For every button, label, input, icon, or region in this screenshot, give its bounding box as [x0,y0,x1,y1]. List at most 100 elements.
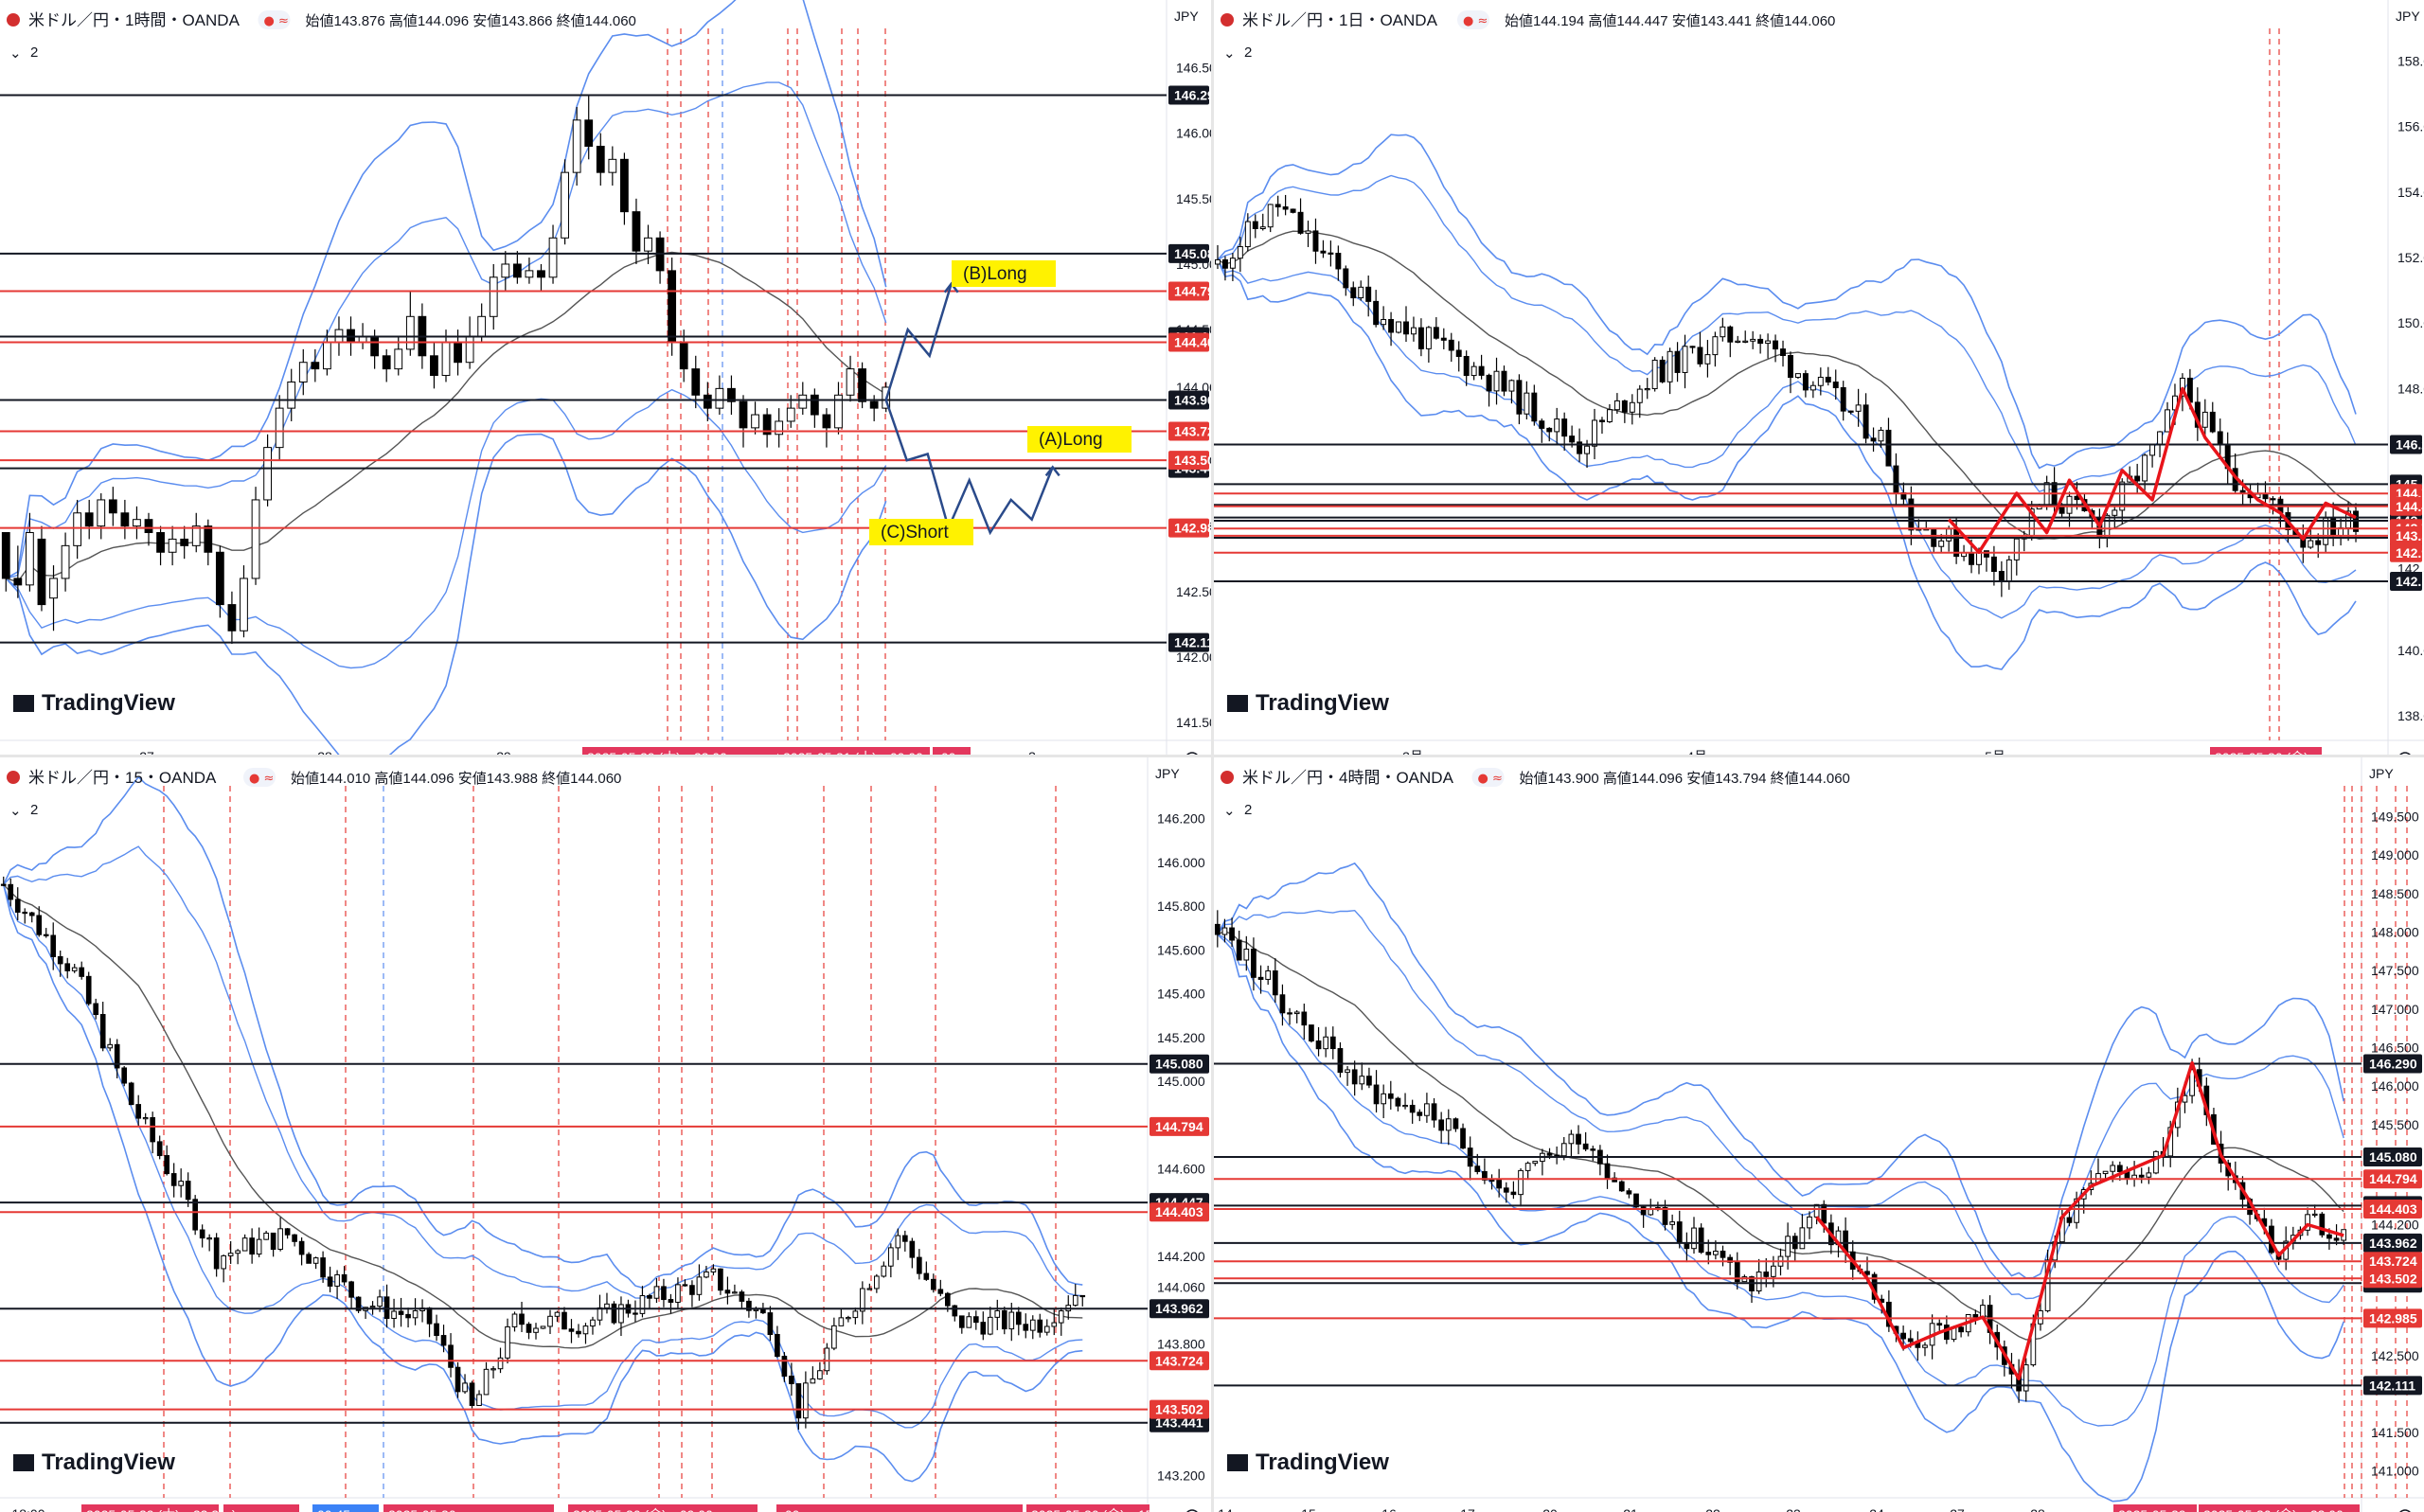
candle-body [1460,1128,1466,1149]
chart-panel-1d[interactable]: 158.000 156.000 154.000 152.000 150.000 148.0… [1214,0,2424,755]
indicator-toggle-bg[interactable] [1457,10,1489,29]
chevron-down-icon[interactable]: ⌄ [1223,802,1236,819]
chevron-down-icon[interactable]: ⌄ [1223,44,1236,62]
candle-body [1448,339,1454,351]
indicator-toggle-bg[interactable] [1471,768,1505,787]
candle-body [1001,1309,1007,1330]
indicator-toggle-bg[interactable] [258,10,291,29]
candle-body [2305,1214,2310,1231]
bollinger-lower-3sd [1217,259,2357,670]
price-axis-area[interactable] [1167,0,1211,755]
currency-label[interactable]: JPY [2369,766,2394,781]
candle-body [241,1237,248,1252]
settings-gear-icon[interactable] [2398,1509,2412,1512]
symbol-title[interactable]: 米ドル／円・4時間・OANDA [1242,769,1454,787]
chevron-down-icon[interactable]: ⌄ [9,802,22,819]
candle-body [1788,355,1793,379]
tradingview-logo-icon [1227,1454,1248,1471]
chart-1h-svg[interactable]: (B)Long (A)Long (C)Short 146.500 146.000 145.… [0,0,1211,755]
price-axis-tick-label: 147.500 [2371,963,2419,978]
scenario-label: (A)Long [1039,430,1103,450]
candle-body [1265,969,1272,980]
layer-count[interactable]: 2 [1244,802,1252,818]
candle-body [1470,365,1477,377]
candle-body [2182,1094,2188,1103]
candle-body [2270,498,2276,501]
symbol-title[interactable]: 米ドル／円・1時間・OANDA [28,11,241,29]
candle-body [561,171,569,239]
candle-body [323,342,331,370]
candle-body [1878,429,1884,442]
candle-body [235,1250,241,1254]
candle-body [505,1325,510,1359]
moving-average-basis [3,883,1083,1349]
candle-body [540,1325,546,1329]
chart-15m-svg[interactable]: 146.200 146.000 145.800 145.600 145.400 145.2… [0,757,1211,1512]
indicator-toggle-icon[interactable]: ● ≈ [249,772,274,786]
chart-panel-15m[interactable]: 146.200 146.000 145.800 145.600 145.400 145.2… [0,757,1211,1512]
currency-label[interactable]: JPY [1155,766,1180,781]
date-tag-bg [2113,1504,2197,1512]
price-tag-black-bg [2390,572,2422,592]
candle-body [73,512,82,546]
settings-gear-icon[interactable] [1185,1509,1199,1512]
ohlc-readout: 始値144.010 高値144.096 安値143.988 終値144.060 [291,771,621,787]
candle-body [704,1271,709,1278]
candle-body [277,1228,283,1251]
scenario-label: (C)Short [881,523,950,543]
candle-body [1345,1069,1350,1074]
candle-body [817,1370,823,1379]
layer-count[interactable]: 2 [30,44,38,61]
symbol-title[interactable]: 米ドル／円・15・OANDA [28,769,217,787]
chart-panel-4h[interactable]: 149.500 149.000 148.500 148.000 147.500 147.0… [1214,757,2424,1512]
candle-body [1621,400,1628,413]
time-axis-tick-label: 27 [1950,1506,1965,1512]
candle-body [227,604,237,631]
date-tag-bg [582,747,772,755]
price-axis-tick-label: 152.000 [2397,250,2424,265]
indicator-toggle-icon[interactable]: ● ≈ [264,14,289,28]
price-axis-tick-label: 150.000 [2397,315,2424,330]
bollinger-lower-2sd [1217,259,2357,619]
layer-count[interactable]: 2 [30,802,38,818]
candle-body [1532,1161,1539,1165]
candle-body [1387,1093,1394,1099]
indicator-toggle-bg[interactable] [243,768,276,787]
candle-body [760,1308,766,1314]
indicator-toggle-icon[interactable]: ● ≈ [1463,14,1488,28]
settings-gear-icon[interactable] [2398,752,2412,755]
candle-body [206,1237,212,1240]
chart-4h-svg[interactable]: 149.500 149.000 148.500 148.000 147.500 147.0… [1214,757,2424,1512]
us-flag-icon [1221,13,1234,27]
candle-body [917,1256,922,1274]
candle-body [548,237,558,278]
candle-body [251,499,260,579]
currency-label[interactable]: JPY [2396,9,2420,24]
candle-body [469,1382,475,1406]
price-tag-red: 143.502 [2369,1271,2417,1286]
symbol-title[interactable]: 米ドル／円・1日・OANDA [1242,11,1438,29]
currency-label[interactable]: JPY [1174,9,1199,24]
price-axis-area[interactable] [2362,757,2424,1512]
chart-1d-svg[interactable]: 158.000 156.000 154.000 152.000 150.000 148.0… [1214,0,2424,755]
price-tag-black-bg [2363,1376,2422,1396]
candle-body [1704,354,1711,365]
settings-gear-icon[interactable] [1185,752,1199,755]
date-tag: 2025-05-31 (土) 00:00 [783,750,923,755]
candle-body [1885,429,1892,467]
layer-count[interactable]: 2 [1244,44,1252,61]
indicator-toggle-icon[interactable]: ● ≈ [1478,772,1503,786]
chevron-down-icon[interactable]: ⌄ [9,44,22,62]
price-axis-tick-label: 149.500 [2371,809,2419,825]
chart-panel-1h[interactable]: (B)Long (A)Long (C)Short 146.500 146.000 145.… [0,0,1211,755]
candle-body [1720,1250,1726,1258]
candle-body [1720,326,1726,338]
price-axis-area[interactable] [2388,0,2424,755]
candle-body [1221,258,1228,269]
candle-body [767,1312,774,1336]
candle-body [2315,540,2322,545]
price-tag-red: 142.985 [1174,521,1211,536]
candle-body [576,1330,581,1335]
time-axis-tick-label: 15 [1301,1506,1316,1512]
candle-body [1328,252,1334,255]
